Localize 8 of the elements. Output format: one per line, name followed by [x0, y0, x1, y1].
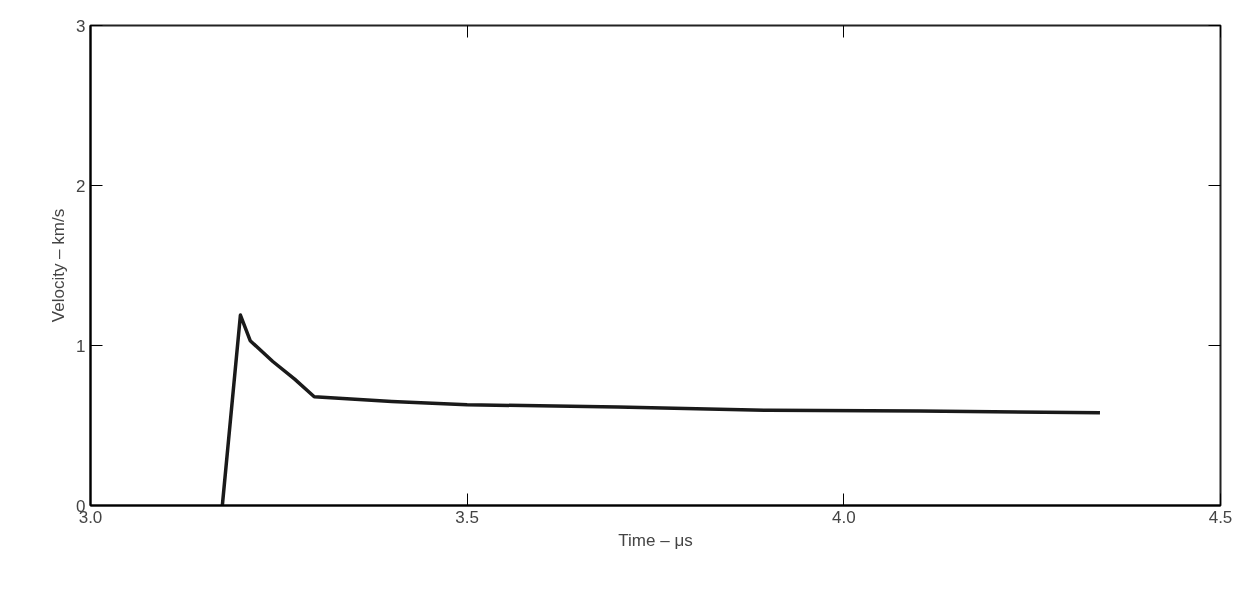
x-tick-label: 4.5 [1208, 507, 1233, 527]
y-tick-label: 3 [76, 16, 86, 36]
y-axis-title: Velocity – km/s [49, 208, 69, 323]
x-tick-label: 4.0 [832, 507, 856, 527]
x-tick-label: 3.5 [455, 507, 479, 527]
y-tick-label: 1 [76, 336, 86, 356]
y-tick-label: 2 [76, 176, 86, 196]
x-axis-title: Time – μs [618, 530, 693, 550]
